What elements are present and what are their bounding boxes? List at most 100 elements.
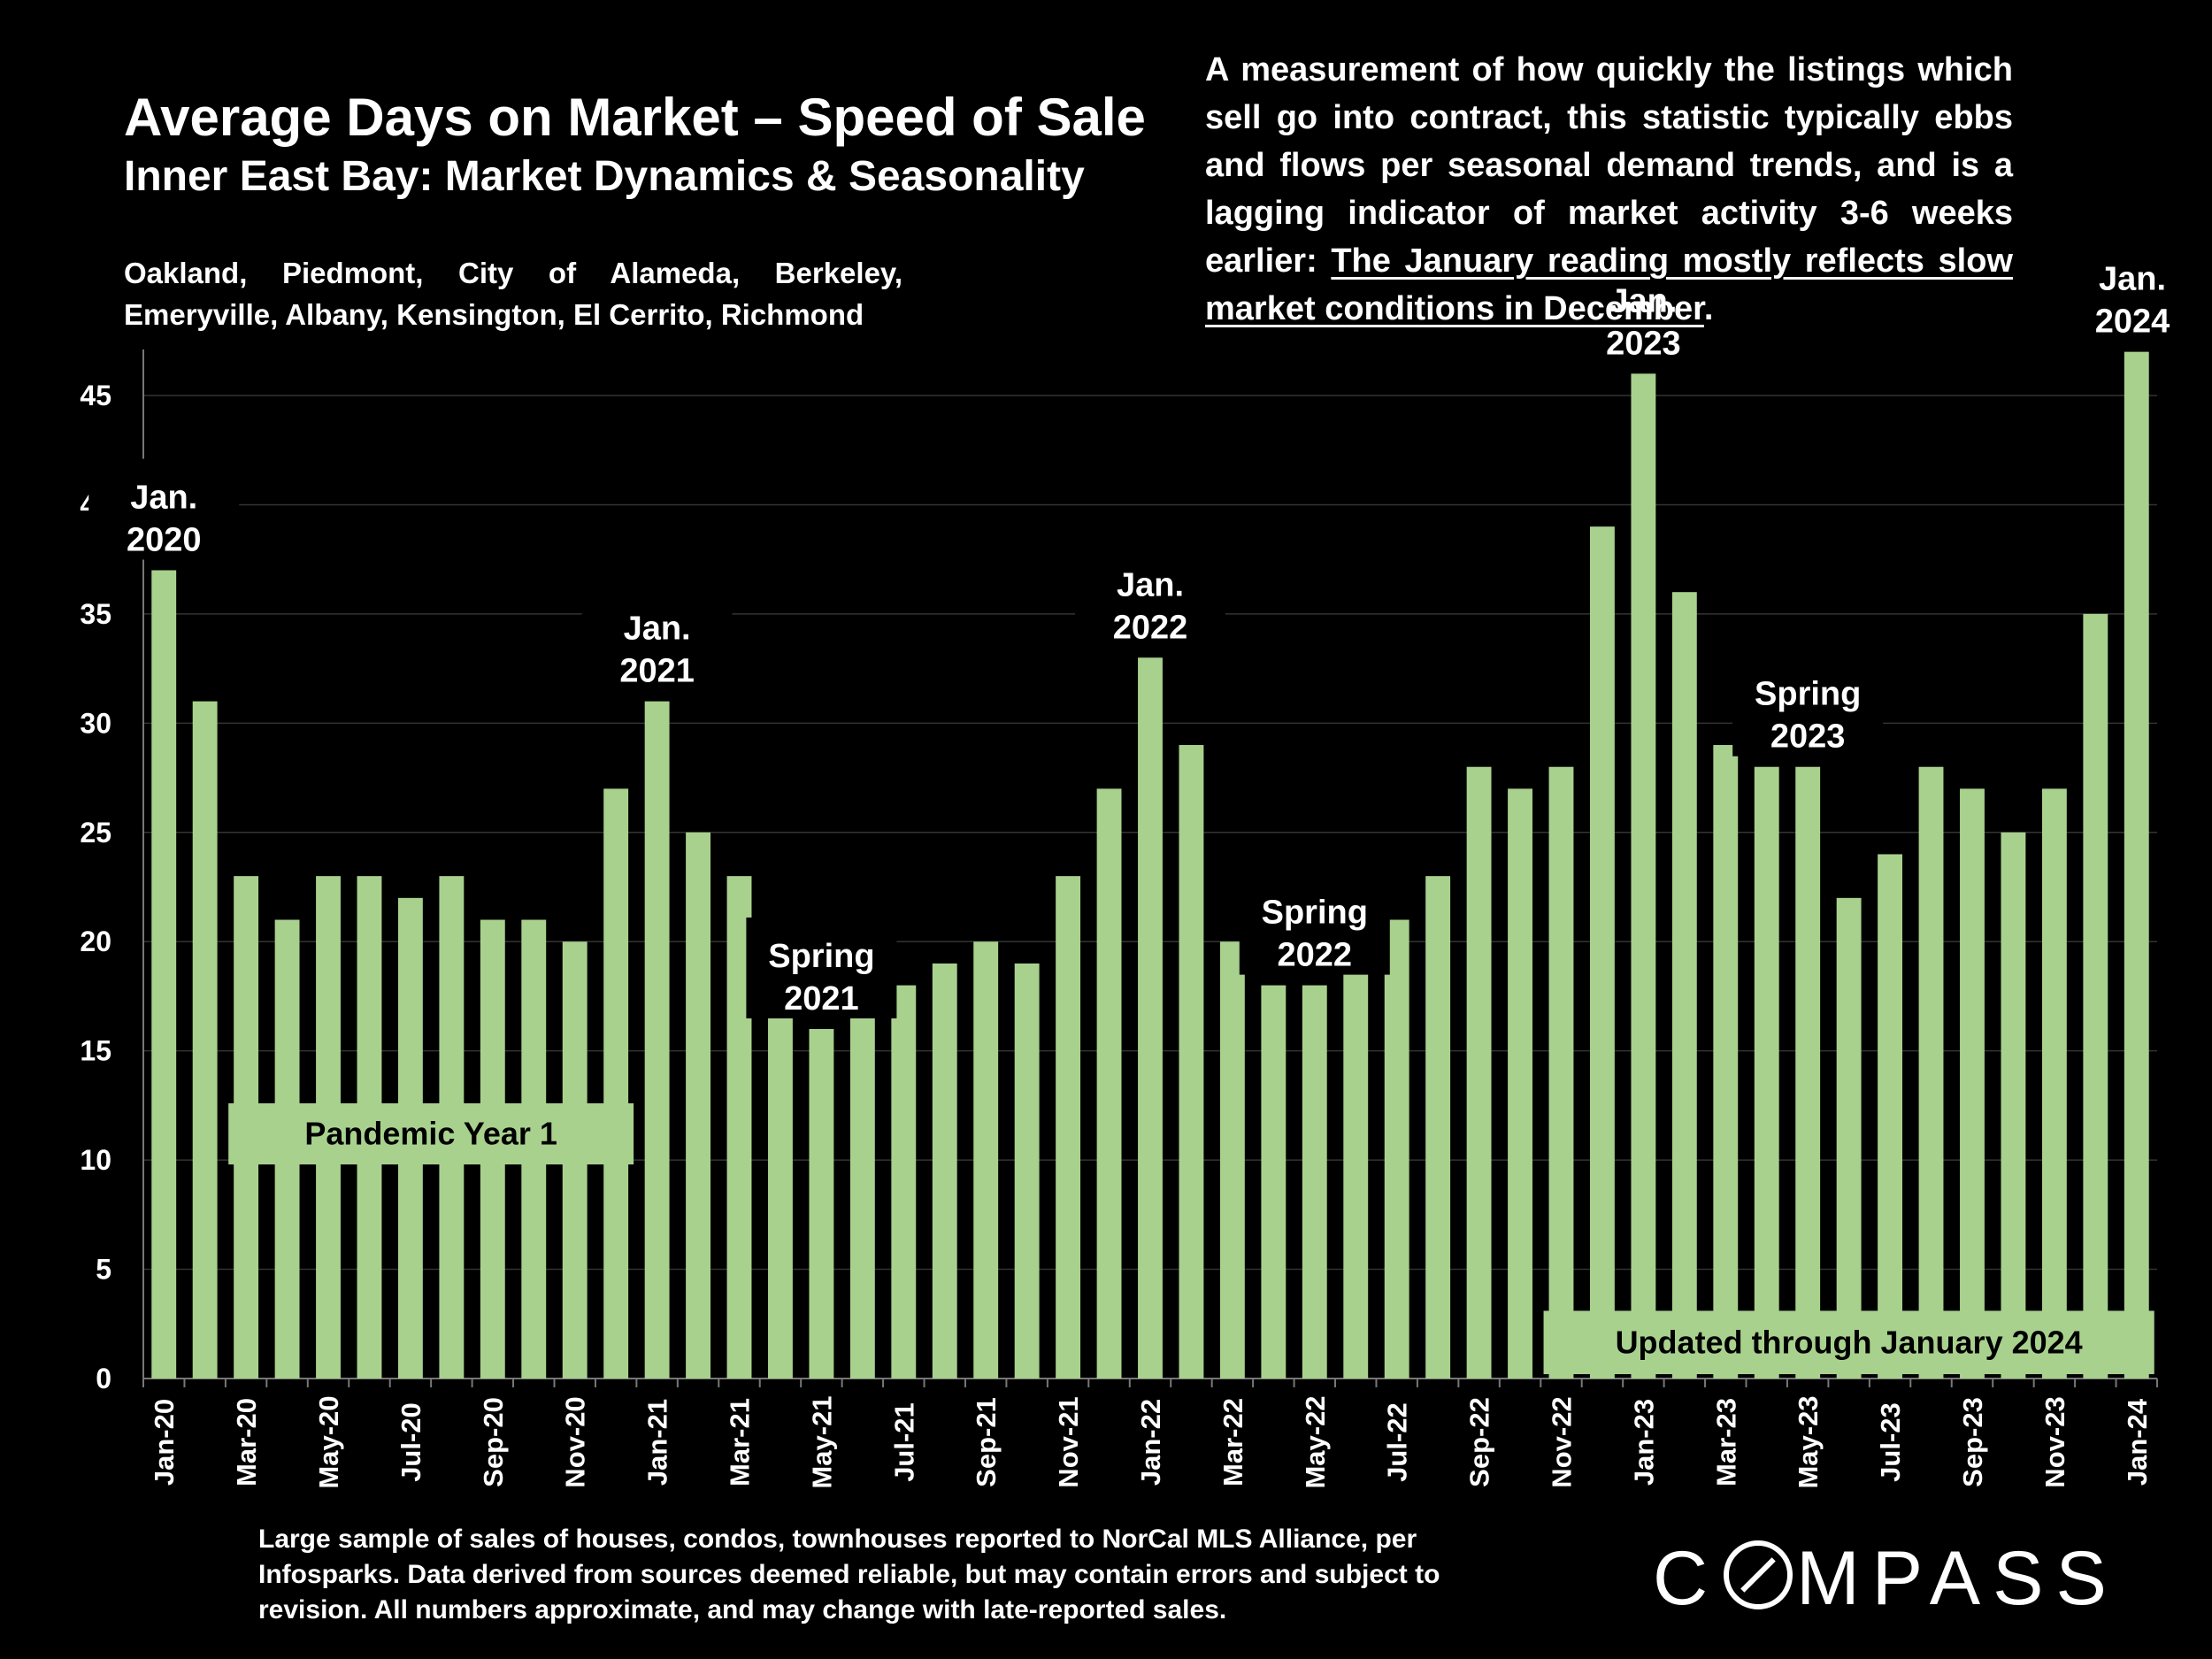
chart-title: Average Days on Market – Speed of Sale xyxy=(124,88,1146,147)
bar xyxy=(1056,876,1081,1379)
x-tick-label: Jan-22 xyxy=(1135,1399,1166,1486)
bar xyxy=(2083,613,2108,1379)
bar xyxy=(849,1007,875,1379)
bar xyxy=(2124,351,2149,1379)
description-plain: A measurement of how quickly the listing… xyxy=(1205,51,2013,280)
y-tick-label: 25 xyxy=(80,817,111,849)
highlight-box-label: Pandemic Year 1 xyxy=(304,1115,557,1151)
bar xyxy=(1384,919,1409,1379)
bar xyxy=(1548,766,1574,1379)
bar xyxy=(1261,985,1286,1379)
chart-subtitle: Inner East Bay: Market Dynamics & Season… xyxy=(124,153,1085,200)
annotation-label: Spring xyxy=(1262,895,1368,932)
bar xyxy=(2041,788,2067,1379)
annotation-label: 2022 xyxy=(1113,609,1188,646)
bar xyxy=(1343,963,1369,1379)
annotation-label: 2020 xyxy=(127,522,202,559)
annotation-label: Jan. xyxy=(1609,282,1677,319)
annotation-label: Spring xyxy=(1755,676,1861,713)
annotation-label: Jan. xyxy=(2099,261,2166,298)
annotation-background xyxy=(1075,546,1225,648)
x-tick-label: Mar-22 xyxy=(1217,1398,1248,1486)
bar xyxy=(603,788,629,1379)
highlight-box-label: Updated through January 2024 xyxy=(1616,1324,2083,1360)
bar xyxy=(1425,876,1451,1379)
x-tick-label: Nov-20 xyxy=(560,1396,591,1487)
annotation-label: 2023 xyxy=(1770,718,1846,756)
annotation-background xyxy=(1568,262,1719,364)
x-tick-label: Mar-21 xyxy=(725,1398,756,1486)
x-tick-label: Jan-23 xyxy=(1628,1399,1659,1486)
bar xyxy=(192,701,218,1379)
annotation-label: Jan. xyxy=(1117,566,1184,603)
bar xyxy=(1138,657,1163,1379)
bar xyxy=(1918,766,1944,1379)
annotation-label: 2023 xyxy=(1606,325,1681,362)
x-tick-label: May-23 xyxy=(1793,1395,1824,1488)
x-tick-label: Jan-21 xyxy=(642,1399,673,1486)
bar xyxy=(1590,526,1615,1379)
x-tick-label: Mar-20 xyxy=(231,1398,262,1486)
bar xyxy=(768,985,793,1379)
description-underlined: The January reading mostly reflects slow… xyxy=(1205,242,2013,327)
bar xyxy=(1302,985,1327,1379)
annotation-label: Spring xyxy=(768,938,874,975)
bar xyxy=(1836,897,1862,1379)
x-tick-label: Jul-23 xyxy=(1875,1402,1906,1482)
y-tick-label: 5 xyxy=(96,1254,111,1286)
bar xyxy=(1795,766,1821,1379)
compass-logo: C MPASS xyxy=(1653,1535,2119,1623)
bar xyxy=(973,941,999,1379)
highlight-box xyxy=(228,1102,634,1165)
bar xyxy=(891,985,917,1379)
description-text: A measurement of how quickly the listing… xyxy=(1205,46,2013,333)
annotation-background xyxy=(2057,240,2208,342)
bar xyxy=(1179,745,1204,1379)
x-tick-label: Mar-23 xyxy=(1710,1398,1741,1486)
x-tick-label: Jul-20 xyxy=(396,1402,426,1482)
annotation-label: 2021 xyxy=(784,980,859,1018)
bar xyxy=(1960,788,1985,1379)
x-tick-label: Jul-21 xyxy=(888,1402,919,1482)
x-tick-label: Sep-22 xyxy=(1464,1397,1495,1487)
annotation-label: Jan. xyxy=(130,480,197,517)
x-tick-label: May-21 xyxy=(806,1395,837,1488)
bar xyxy=(686,832,710,1379)
annotation-label: 2022 xyxy=(1278,937,1353,974)
y-tick-label: 10 xyxy=(80,1144,111,1176)
footnote: Large sample of sales of houses, condos,… xyxy=(258,1525,1440,1624)
area-list: Oakland, Piedmont, City of Alameda, Berk… xyxy=(124,257,902,331)
x-tick-label: Jul-22 xyxy=(1382,1402,1413,1482)
bar xyxy=(644,701,670,1379)
bar xyxy=(1878,854,1903,1379)
logo-text-after: MPASS xyxy=(1796,1536,2119,1621)
y-tick-label: 35 xyxy=(80,598,111,630)
x-tick-label: Nov-22 xyxy=(1546,1396,1577,1487)
bar xyxy=(1466,766,1492,1379)
highlight-box xyxy=(1543,1310,2154,1375)
logo-text-before: C xyxy=(1653,1536,1721,1621)
x-tick-label: Nov-21 xyxy=(1053,1396,1084,1487)
bar xyxy=(1219,941,1245,1379)
bar xyxy=(151,570,177,1379)
x-tick-label: Nov-23 xyxy=(2039,1396,2070,1487)
bar xyxy=(1014,963,1040,1379)
bar xyxy=(932,963,957,1379)
bar xyxy=(1631,373,1656,1379)
compass-o-icon xyxy=(1724,1540,1793,1609)
annotation-label: Jan. xyxy=(624,611,691,648)
x-tick-label: Sep-23 xyxy=(1957,1397,1988,1487)
annotation-background xyxy=(581,589,733,691)
x-tick-label: May-20 xyxy=(313,1395,344,1488)
y-tick-label: 15 xyxy=(80,1035,111,1067)
x-tick-label: Sep-20 xyxy=(478,1397,509,1487)
bar xyxy=(1671,592,1697,1379)
bar xyxy=(2001,832,2026,1379)
bar xyxy=(1713,745,1739,1379)
annotation-background xyxy=(1732,655,1884,757)
annotation-background xyxy=(1239,873,1390,975)
y-tick-label: 45 xyxy=(80,380,111,411)
annotation-background xyxy=(746,917,897,1018)
annotation-label: 2024 xyxy=(2095,303,2170,341)
